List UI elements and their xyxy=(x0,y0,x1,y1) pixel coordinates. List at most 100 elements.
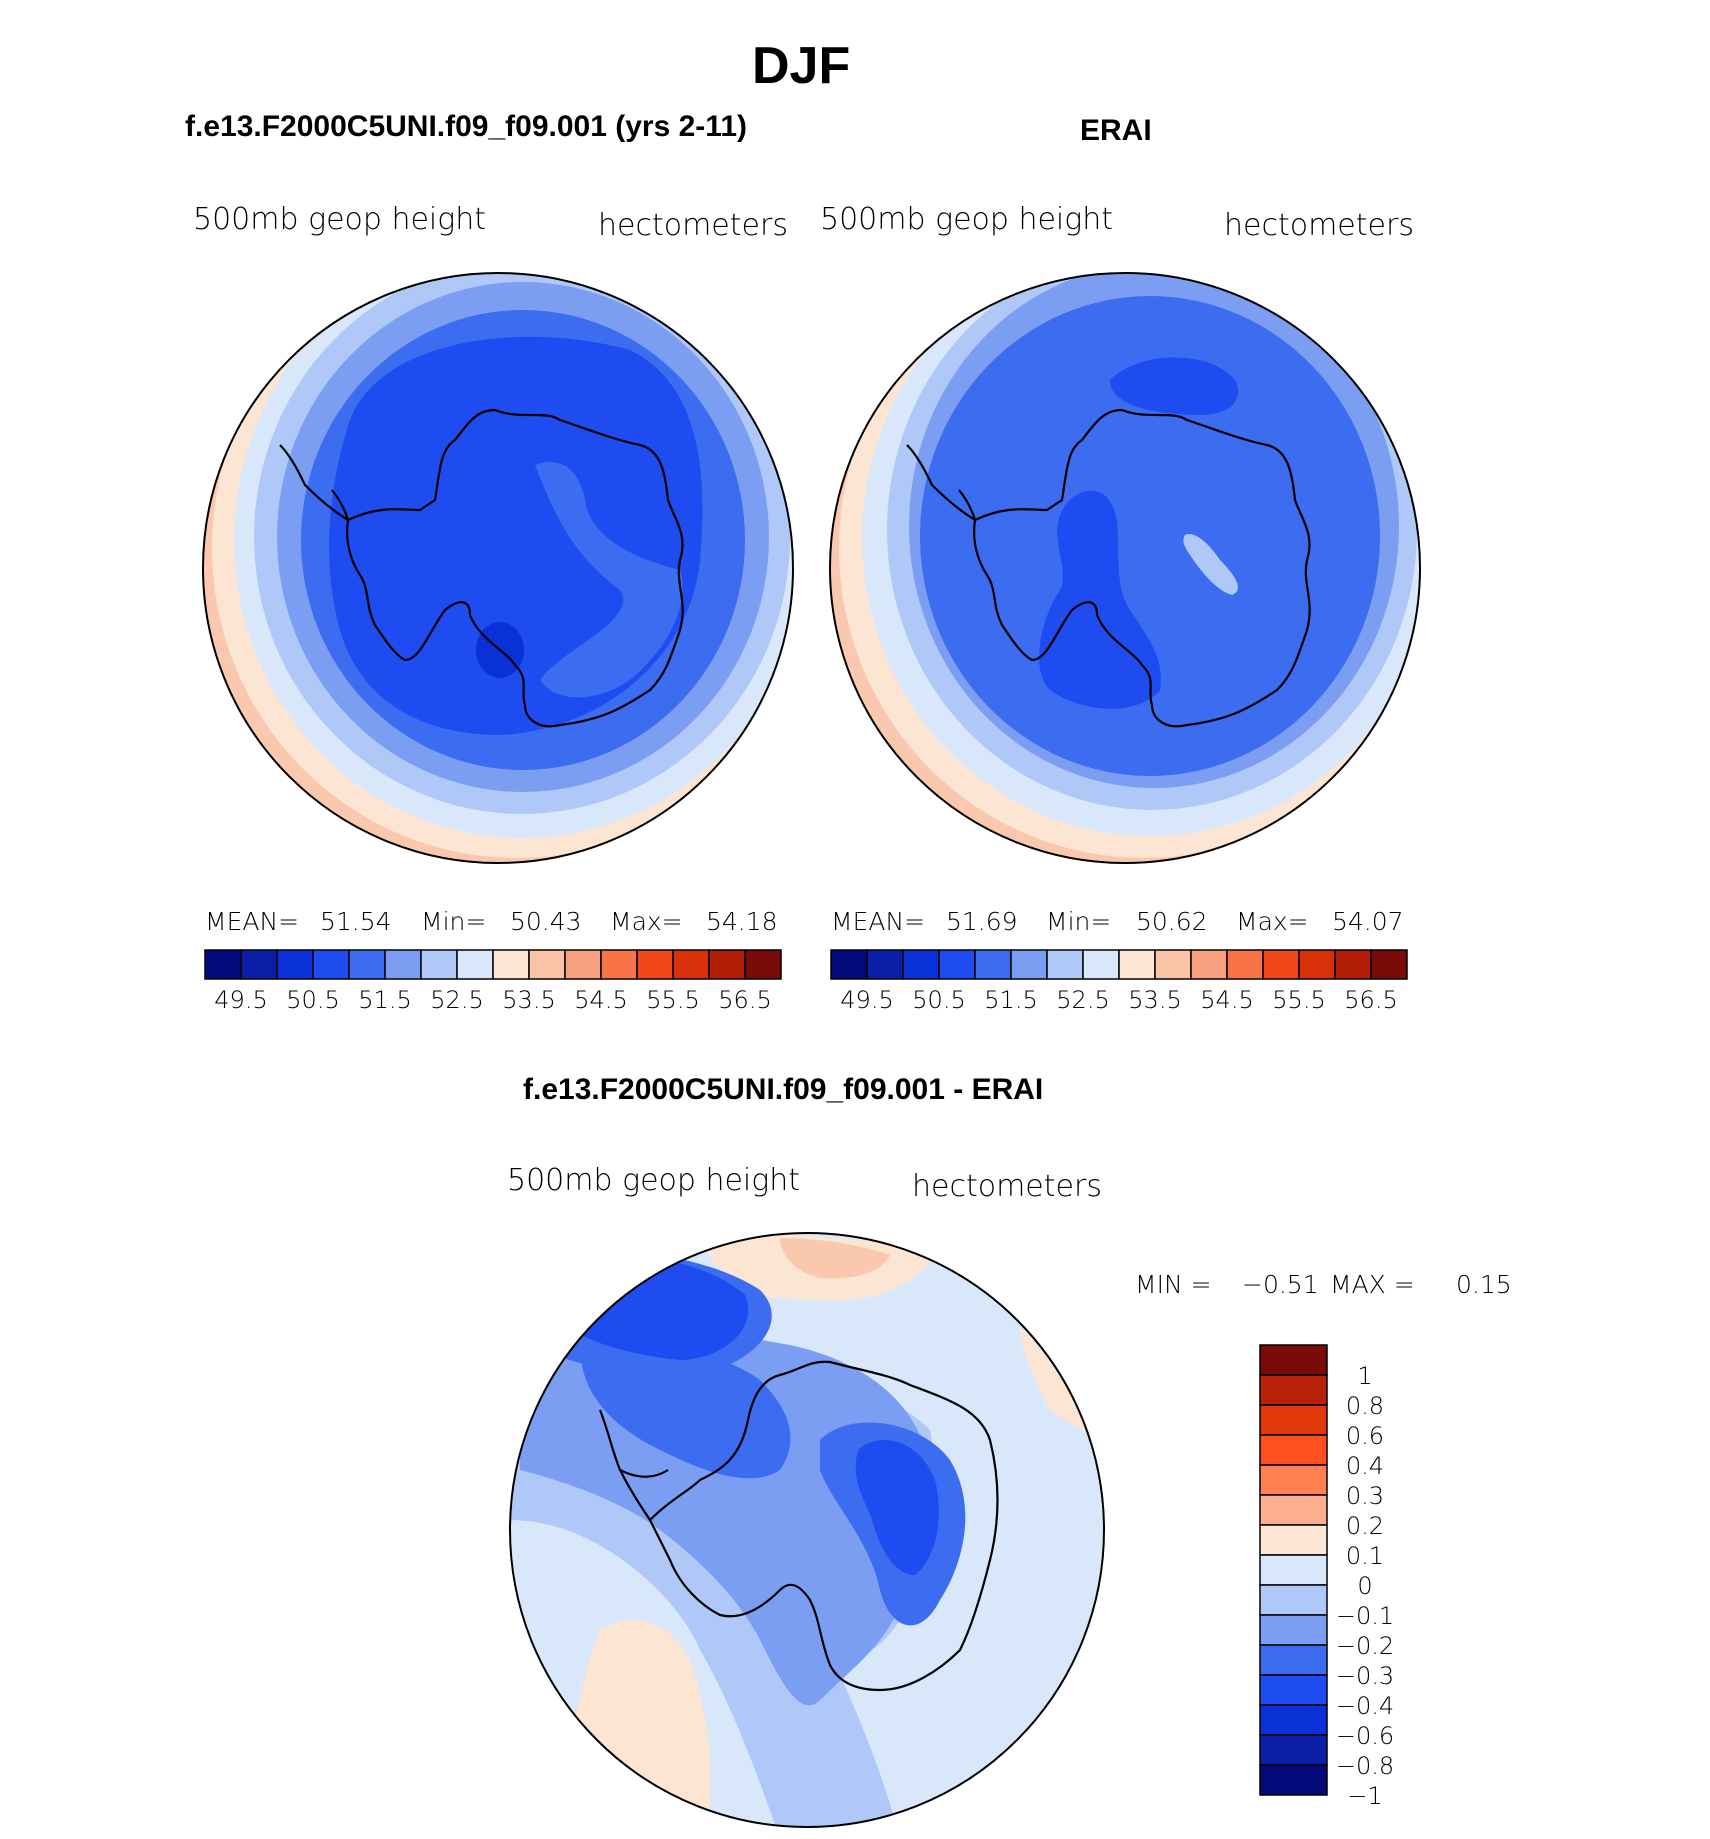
panel-2-colorbar-box xyxy=(1010,949,1048,980)
panel-1-colorbar-tick-label: 53.5 xyxy=(502,986,555,1014)
panel-2-max-value: 54.07 xyxy=(1332,907,1404,936)
panel-1-colorbar-box xyxy=(348,949,386,980)
panel-2-variable-label: 500mb geop height xyxy=(820,202,1114,237)
panel-1-mean-label: MEAN= xyxy=(205,907,300,936)
panel-2-colorbar-box xyxy=(1046,949,1084,980)
panel-1-colorbar-tick-label: 55.5 xyxy=(646,986,699,1014)
panel-2-colorbar-box xyxy=(1226,949,1264,980)
diff-units-label: hectometers xyxy=(912,1169,1102,1204)
diff-colorbar-tick-label: −1 xyxy=(1347,1782,1382,1810)
diff-colorbar-box xyxy=(1259,1344,1328,1376)
panel-2-colorbar-box xyxy=(1262,949,1300,980)
panel-2-coastline xyxy=(906,408,1311,728)
panel-2-colorbar-box xyxy=(902,949,940,980)
panel-1-mean-value: 51.54 xyxy=(320,907,392,936)
diff-colorbar-tick-label: 1 xyxy=(1357,1362,1372,1390)
diff-colorbar-box xyxy=(1259,1584,1328,1616)
panel-1-colorbar-box xyxy=(564,949,602,980)
panel-1-colorbar-tick-label: 52.5 xyxy=(430,986,483,1014)
panel-2-colorbar-box xyxy=(1154,949,1192,980)
panel-2-mean-value: 51.69 xyxy=(946,907,1018,936)
panel-2-colorbar-box xyxy=(1190,949,1228,980)
diff-colorbar-box xyxy=(1259,1554,1328,1586)
diff-colorbar-tick-label: −0.4 xyxy=(1336,1692,1394,1720)
diff-colorbar-tick-label: 0.2 xyxy=(1346,1512,1384,1540)
panel-2-colorbar-tick-label: 54.5 xyxy=(1200,986,1253,1014)
diff-colorbar-box xyxy=(1259,1644,1328,1676)
panel-2-colorbar-box xyxy=(938,949,976,980)
panel-1-colorbar: 49.5 50.5 51.5 52.5 53.5 54.5 55.5 56.5 xyxy=(204,949,782,1014)
panel-2-colorbar-box xyxy=(866,949,904,980)
panel-1-colorbar-box xyxy=(492,949,530,980)
diff-colorbar-tick-label: 0.4 xyxy=(1346,1452,1384,1480)
panel-2-colorbar-tick-label: 52.5 xyxy=(1056,986,1109,1014)
panel-2-max-label: Max= xyxy=(1236,907,1309,936)
panel-1-colorbar-box xyxy=(384,949,422,980)
panel-1-colorbar-tick-label: 49.5 xyxy=(214,986,267,1014)
panel-1-variable-label: 500mb geop height xyxy=(193,202,487,237)
diff-min-label: MIN = xyxy=(1135,1270,1212,1299)
diff-colorbar-box xyxy=(1259,1374,1328,1406)
panel-1-colorbar-box xyxy=(312,949,350,980)
diff-colorbar-box xyxy=(1259,1434,1328,1466)
panel-1-colorbar-box xyxy=(528,949,566,980)
diff-map-border xyxy=(509,1232,1105,1828)
panel-1-colorbar-box xyxy=(672,949,710,980)
diff-panel-title: f.e13.F2000C5UNI.f09_f09.001 - ERAI xyxy=(523,1073,1044,1106)
diff-colorbar-tick-label: −0.2 xyxy=(1336,1632,1394,1660)
panel-1-min-value: 50.43 xyxy=(510,907,582,936)
panel-2-colorbar-box xyxy=(1370,949,1408,980)
panel-1-min-label: Min= xyxy=(421,907,487,936)
panel-1-colorbar-box xyxy=(456,949,494,980)
panel-2-colorbar-box xyxy=(830,949,868,980)
diff-colorbar-box xyxy=(1259,1674,1328,1706)
diff-variable-label: 500mb geop height xyxy=(507,1163,801,1198)
panel-1-max-value: 54.18 xyxy=(706,907,778,936)
diff-colorbar-box xyxy=(1259,1704,1328,1736)
panel-1-map xyxy=(203,273,793,863)
figure-title: DJF xyxy=(752,37,851,95)
panel-2-map xyxy=(830,273,1420,863)
diff-colorbar-tick-label: 0.1 xyxy=(1346,1542,1384,1570)
panel-1-colorbar-tick-label: 51.5 xyxy=(358,986,411,1014)
panel-2-map-border xyxy=(829,272,1421,864)
panel-2-colorbar-tick-label: 50.5 xyxy=(912,986,965,1014)
panel-2-min-value: 50.62 xyxy=(1136,907,1208,936)
panel-2-colorbar-box xyxy=(974,949,1012,980)
panel-1-colorbar-box xyxy=(204,949,242,980)
panel-2-colorbar: 49.5 50.5 51.5 52.5 53.5 54.5 55.5 56.5 xyxy=(830,949,1408,1014)
panel-2-colorbar-tick-label: 56.5 xyxy=(1344,986,1397,1014)
panel-1-map-border xyxy=(202,272,794,864)
panel-2-colorbar-tick-label: 51.5 xyxy=(984,986,1037,1014)
diff-colorbar-tick-label: 0.3 xyxy=(1346,1482,1384,1510)
panel-1-colorbar-tick-label: 54.5 xyxy=(574,986,627,1014)
diff-max-label: MAX = xyxy=(1330,1270,1415,1299)
panel-1-colorbar-box xyxy=(600,949,638,980)
diff-colorbar-box xyxy=(1259,1524,1328,1556)
diff-colorbar-box xyxy=(1259,1764,1328,1796)
diff-colorbar-tick-label: −0.1 xyxy=(1336,1602,1394,1630)
panel-2-units-label: hectometers xyxy=(1224,208,1414,243)
panel-2-mean-label: MEAN= xyxy=(831,907,926,936)
panel-2-colorbar-tick-label: 55.5 xyxy=(1272,986,1325,1014)
panel-1-colorbar-tick-label: 56.5 xyxy=(718,986,771,1014)
diff-colorbar-tick-label: 0.8 xyxy=(1346,1392,1384,1420)
panel-1-colorbar-tick-label: 50.5 xyxy=(286,986,339,1014)
panel-1-coastline xyxy=(279,408,684,728)
diff-colorbar-tick-label: −0.8 xyxy=(1336,1752,1394,1780)
panel-1-colorbar-box xyxy=(636,949,674,980)
panel-1-max-label: Max= xyxy=(610,907,683,936)
diff-max-value: 0.15 xyxy=(1456,1270,1512,1299)
panel-1-colorbar-box xyxy=(708,949,746,980)
panel-1-units-label: hectometers xyxy=(598,208,788,243)
diff-colorbar-box xyxy=(1259,1464,1328,1496)
diff-colorbar-box xyxy=(1259,1404,1328,1436)
diff-colorbar-tick-label: 0.6 xyxy=(1346,1422,1384,1450)
diff-colorbar-box xyxy=(1259,1734,1328,1766)
panel-1-colorbar-box xyxy=(240,949,278,980)
diff-colorbar-tick-label: −0.6 xyxy=(1336,1722,1394,1750)
panel-1-case-title: f.e13.F2000C5UNI.f09_f09.001 (yrs 2-11) xyxy=(185,110,748,143)
diff-colorbar-box xyxy=(1259,1614,1328,1646)
panel-2-colorbar-box xyxy=(1298,949,1336,980)
